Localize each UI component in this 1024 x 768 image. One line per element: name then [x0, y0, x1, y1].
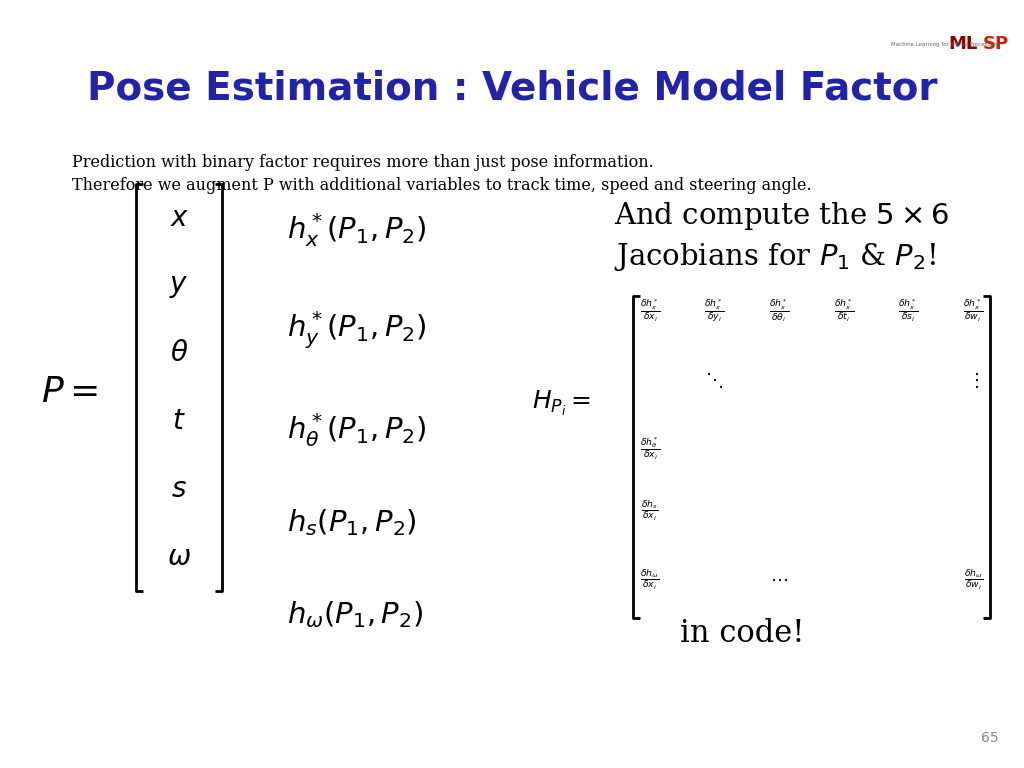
Text: $\frac{\delta h_x^*}{\delta y_i}$: $\frac{\delta h_x^*}{\delta y_i}$ — [705, 298, 725, 324]
Text: $y$: $y$ — [170, 273, 188, 300]
Text: Machine Learning for Signal Processing: Machine Learning for Signal Processing — [891, 42, 998, 48]
Text: $\ddots$: $\ddots$ — [706, 371, 724, 389]
Text: $h_y^*(P_1, P_2)$: $h_y^*(P_1, P_2)$ — [287, 310, 426, 351]
Text: $\vdots$: $\vdots$ — [968, 371, 979, 389]
Text: $\frac{\delta h_x^*}{\delta \theta_i}$: $\frac{\delta h_x^*}{\delta \theta_i}$ — [769, 297, 790, 325]
Text: $h_s(P_1, P_2)$: $h_s(P_1, P_2)$ — [287, 507, 417, 538]
Text: $\frac{\delta h_\theta^*}{\delta x_i}$: $\frac{\delta h_\theta^*}{\delta x_i}$ — [640, 436, 659, 462]
Text: $\frac{\delta h_\omega}{\delta x_i}$: $\frac{\delta h_\omega}{\delta x_i}$ — [640, 568, 659, 592]
Text: $H_{P_i} =$: $H_{P_i} =$ — [532, 389, 592, 418]
Text: Prediction with binary factor requires more than just pose information.
Therefor: Prediction with binary factor requires m… — [72, 154, 811, 194]
Text: $h_x^*(P_1, P_2)$: $h_x^*(P_1, P_2)$ — [287, 211, 426, 250]
Text: $P =$: $P =$ — [41, 375, 98, 409]
Text: $s$: $s$ — [171, 476, 187, 503]
Text: $h_{\theta}^*(P_1, P_2)$: $h_{\theta}^*(P_1, P_2)$ — [287, 411, 426, 449]
Text: $\frac{\delta h_s}{\delta x_i}$: $\frac{\delta h_s}{\delta x_i}$ — [641, 498, 658, 523]
Text: in code!: in code! — [680, 618, 805, 649]
Text: $\frac{\delta h_x^*}{\delta x_i}$: $\frac{\delta h_x^*}{\delta x_i}$ — [640, 298, 659, 324]
Text: 65: 65 — [981, 731, 998, 745]
Text: $x$: $x$ — [170, 205, 188, 232]
Text: $h_{\omega}(P_1, P_2)$: $h_{\omega}(P_1, P_2)$ — [287, 599, 423, 630]
Text: $\frac{\delta h_x^*}{\delta s_i}$: $\frac{\delta h_x^*}{\delta s_i}$ — [898, 298, 919, 324]
Text: SP: SP — [983, 35, 1010, 52]
Text: $\frac{\delta h_x^*}{\delta t_i}$: $\frac{\delta h_x^*}{\delta t_i}$ — [834, 298, 854, 324]
Text: $\frac{\delta h_\omega}{\delta w_i}$: $\frac{\delta h_\omega}{\delta w_i}$ — [964, 568, 983, 592]
Text: $t$: $t$ — [172, 409, 186, 435]
Text: $\frac{\delta h_x^*}{\delta w_i}$: $\frac{\delta h_x^*}{\delta w_i}$ — [964, 298, 983, 324]
Text: $\cdots$: $\cdots$ — [770, 571, 788, 589]
Text: Pose Estimation : Vehicle Model Factor: Pose Estimation : Vehicle Model Factor — [87, 69, 937, 107]
Text: ML: ML — [948, 35, 978, 52]
Text: $\omega$: $\omega$ — [167, 544, 191, 571]
Text: And compute the $5 \times 6$
Jacobians for $P_1$ & $P_2$!: And compute the $5 \times 6$ Jacobians f… — [614, 200, 949, 273]
Text: $\theta$: $\theta$ — [170, 340, 188, 367]
